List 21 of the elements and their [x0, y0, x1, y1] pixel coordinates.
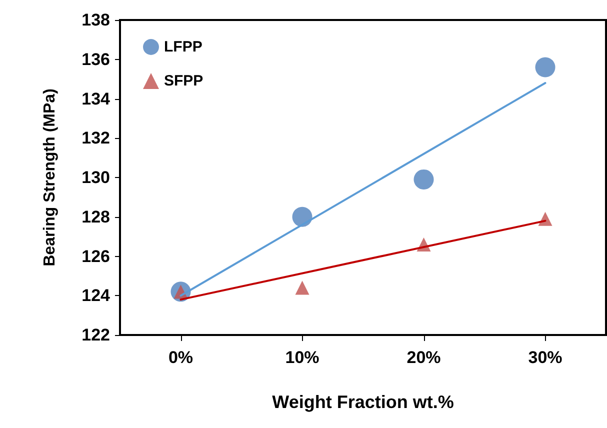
y-tick-label: 136 [82, 50, 110, 69]
x-tick-label: 0% [168, 348, 194, 367]
y-tick-label: 122 [82, 326, 110, 344]
y-tick-label: 126 [82, 246, 110, 266]
legend-label: SFPP [164, 72, 204, 90]
y-tick-label: 132 [82, 128, 110, 148]
x-tick-label: 10% [285, 348, 320, 367]
x-axis-title: Weight Fraction wt.% [272, 392, 454, 412]
y-axis-title: Bearing Strength (MPa) [42, 88, 58, 266]
point [295, 280, 310, 295]
y-tick-label: 130 [82, 168, 110, 187]
y-tick-label: 128 [82, 207, 110, 226]
y-tick-label: 134 [82, 89, 111, 108]
legend-label: LFPP [164, 38, 202, 56]
point [535, 57, 556, 78]
x-tick-label: 20% [406, 348, 441, 367]
point [292, 206, 312, 227]
y-tick-label: 124 [82, 286, 111, 306]
y-tick-label: 138 [82, 10, 110, 30]
point [414, 169, 434, 190]
x-tick-label: 30% [528, 348, 562, 367]
